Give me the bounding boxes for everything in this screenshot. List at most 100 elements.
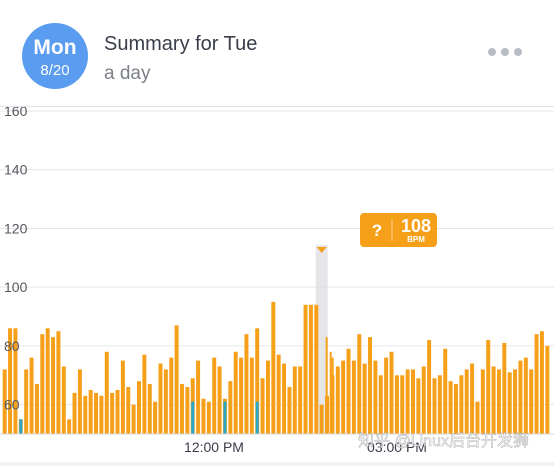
heart-rate-bar[interactable] — [34, 384, 39, 434]
heart-rate-bar[interactable] — [314, 304, 319, 434]
heart-rate-bar[interactable] — [351, 360, 356, 434]
heart-rate-bar[interactable] — [169, 357, 174, 434]
heart-rate-bar[interactable] — [40, 334, 45, 434]
heart-rate-bar[interactable] — [400, 375, 405, 434]
heart-rate-bar[interactable] — [507, 372, 512, 434]
heart-rate-bar[interactable] — [448, 381, 453, 434]
heart-rate-bar[interactable] — [8, 328, 13, 434]
heart-rate-bar[interactable] — [368, 337, 373, 434]
heart-rate-bar[interactable] — [335, 366, 340, 434]
heart-rate-bar[interactable] — [51, 337, 56, 434]
heart-rate-bar[interactable] — [244, 334, 249, 434]
heart-rate-bar[interactable] — [163, 369, 168, 434]
heart-rate-bar[interactable] — [29, 357, 34, 434]
heart-rate-bar[interactable] — [131, 404, 136, 434]
heart-rate-bar[interactable] — [104, 351, 109, 434]
heart-rate-chart-svg: 60 80 100 120 140 160 12:00 PM 03:00 PM ? 108BPM… — [0, 107, 554, 455]
heart-rate-bar[interactable] — [142, 354, 147, 434]
heart-rate-bar[interactable] — [539, 331, 544, 434]
heart-rate-bar[interactable] — [427, 340, 432, 434]
heart-rate-bar[interactable] — [373, 360, 378, 434]
heart-rate-bar[interactable] — [357, 334, 362, 434]
heart-rate-bar[interactable] — [147, 384, 152, 434]
heart-rate-bar[interactable] — [126, 387, 131, 434]
heart-rate-bar[interactable] — [196, 360, 201, 434]
heart-rate-bar[interactable] — [45, 328, 50, 434]
heart-rate-bar[interactable] — [67, 419, 72, 434]
heart-rate-bar[interactable] — [260, 378, 265, 434]
heart-rate-bar[interactable] — [255, 328, 260, 434]
heart-rate-bar[interactable] — [421, 366, 426, 434]
heart-rate-bar[interactable] — [233, 351, 238, 434]
heart-rate-bar[interactable] — [475, 401, 480, 434]
heart-rate-bar[interactable] — [443, 348, 448, 434]
heart-rate-bar[interactable] — [464, 369, 469, 434]
heart-rate-bar[interactable] — [362, 363, 367, 434]
heart-rate-bar[interactable] — [292, 366, 297, 434]
heart-rate-bar[interactable] — [405, 369, 410, 434]
heart-rate-bar[interactable] — [411, 369, 415, 434]
heart-rate-bar[interactable] — [115, 389, 120, 434]
heart-rate-bar[interactable] — [545, 345, 550, 434]
heart-rate-bar[interactable] — [308, 304, 313, 434]
heart-rate-bar[interactable] — [120, 360, 125, 434]
heart-rate-bar[interactable] — [217, 366, 222, 434]
heart-rate-bar[interactable] — [206, 401, 211, 434]
heart-rate-bar[interactable] — [341, 360, 346, 434]
heart-rate-bar[interactable] — [282, 363, 287, 434]
heart-rate-bar[interactable] — [384, 357, 389, 434]
heart-rate-bar[interactable] — [110, 392, 115, 434]
heart-rate-bar[interactable] — [56, 331, 61, 434]
heart-rate-bar[interactable] — [83, 395, 88, 434]
heart-rate-bar[interactable] — [271, 301, 276, 434]
heart-rate-bar[interactable] — [137, 381, 141, 434]
heart-rate-bar[interactable] — [486, 340, 491, 434]
heart-rate-bar[interactable] — [523, 357, 528, 434]
heart-rate-bar[interactable] — [249, 357, 254, 434]
heart-rate-bar[interactable] — [158, 363, 163, 434]
heart-rate-bar[interactable] — [179, 384, 184, 434]
heart-rate-bar[interactable] — [496, 369, 501, 434]
heart-rate-bar[interactable] — [265, 360, 270, 434]
heart-rate-bar[interactable] — [416, 378, 421, 434]
heart-rate-bar[interactable] — [534, 334, 539, 434]
heart-rate-bar[interactable] — [2, 369, 7, 434]
heart-rate-bar[interactable] — [61, 366, 66, 434]
heart-rate-bar[interactable] — [459, 375, 464, 434]
heart-rate-bar[interactable] — [88, 389, 93, 434]
heart-rate-bar[interactable] — [99, 395, 104, 434]
heart-rate-bar[interactable] — [432, 378, 437, 434]
heart-rate-bar[interactable] — [185, 387, 190, 434]
heart-rate-bar[interactable] — [491, 366, 496, 434]
heart-rate-bar[interactable] — [394, 375, 399, 434]
heart-rate-bar[interactable] — [24, 369, 29, 434]
heart-rate-bar[interactable] — [378, 375, 383, 434]
heart-rate-bar[interactable] — [276, 354, 281, 434]
heart-rate-bar[interactable] — [513, 369, 518, 434]
heart-rate-bar[interactable] — [518, 360, 523, 434]
heart-rate-bar[interactable] — [212, 357, 217, 434]
heart-rate-bar[interactable] — [298, 366, 303, 434]
heart-rate-bar[interactable] — [174, 325, 179, 434]
heart-rate-bar[interactable] — [529, 369, 534, 434]
heart-rate-bar[interactable] — [389, 351, 394, 434]
heart-rate-bar[interactable] — [94, 392, 99, 434]
heart-rate-bar[interactable] — [201, 398, 206, 434]
heart-rate-bar[interactable] — [502, 342, 507, 434]
heart-rate-bar[interactable] — [346, 348, 351, 434]
heart-rate-bar[interactable] — [319, 404, 324, 434]
heart-rate-bar[interactable] — [480, 369, 485, 434]
heart-rate-bar[interactable] — [287, 387, 292, 434]
heart-rate-bar[interactable] — [72, 392, 77, 434]
heart-rate-bar[interactable] — [13, 328, 18, 434]
heart-rate-bar[interactable] — [153, 401, 158, 434]
heart-rate-bar[interactable] — [437, 375, 442, 434]
heart-rate-bar[interactable] — [470, 363, 475, 434]
more-dots-icon[interactable] — [488, 44, 522, 60]
heart-rate-bar[interactable] — [239, 357, 244, 434]
heart-rate-bar[interactable] — [77, 369, 82, 434]
heart-rate-bar[interactable] — [453, 384, 458, 434]
heart-rate-bar[interactable] — [303, 304, 308, 434]
heart-rate-bar[interactable] — [228, 381, 233, 434]
heart-rate-chart[interactable]: 60 80 100 120 140 160 12:00 PM 03:00 PM ? 108 BPM… — [0, 107, 554, 462]
